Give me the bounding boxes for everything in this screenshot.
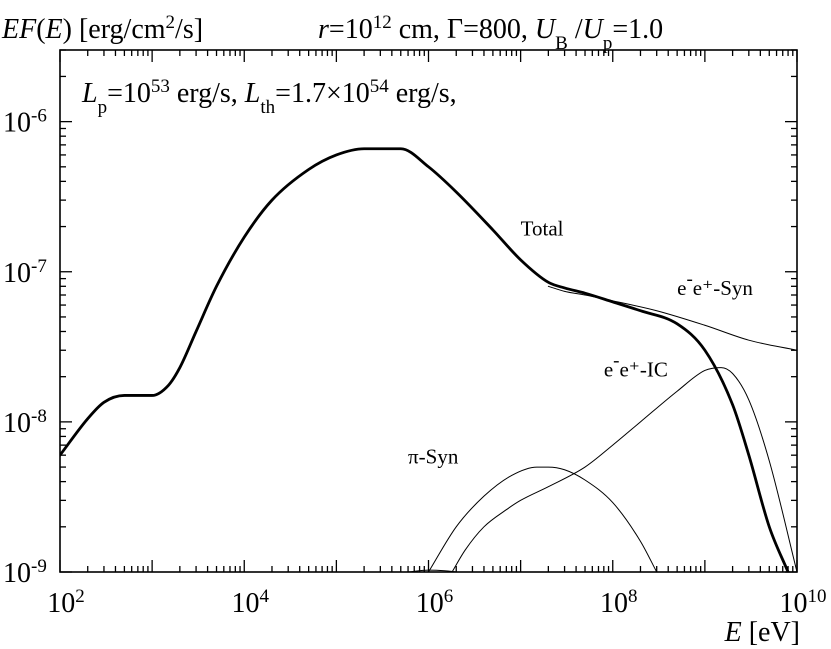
series-line-total: [60, 147, 790, 572]
series-layer: [60, 147, 797, 572]
axis-ticks: [59, 49, 798, 573]
axis-tick-labels: 102 104 106 108 1010 10-9 10-8 10-7 10-6: [3, 105, 827, 619]
series-line-syn: [428, 466, 658, 572]
plot-area: [59, 49, 798, 573]
tick-label: 10-8: [3, 405, 47, 439]
tick-label: 106: [416, 586, 454, 620]
series-label: π-Syn: [408, 444, 459, 468]
tick-label: 1010: [780, 586, 827, 620]
plot-frame: [59, 49, 798, 573]
series-label: Total: [521, 216, 564, 240]
tick-label: 10-9: [3, 556, 47, 590]
y-axis-label: EF(E) [erg/cm2/s]: [1, 12, 203, 46]
tick-label: 108: [600, 586, 638, 620]
luminosity-annotation: Lp=1053 erg/s, Lth=1.7×1054 erg/s,: [81, 76, 457, 118]
series-line-unlabeled: [407, 569, 457, 572]
x-axis-label: E [eV]: [724, 617, 800, 648]
series-label: e-e⁺-IC: [604, 350, 668, 382]
series-labels: Total e-e⁺-Syn e-e⁺-IC π-Syn: [408, 216, 753, 468]
tick-label: 10-7: [3, 255, 47, 289]
tick-label: 10-6: [3, 105, 47, 139]
tick-label: 102: [47, 586, 85, 620]
series-label: e-e⁺-Syn: [677, 269, 753, 301]
chart-parameters: r=1012 cm, Γ=800, UB /Up=1.0: [318, 12, 663, 54]
series-line-e-e-ic: [451, 367, 797, 572]
series-line-e-e-syn: [547, 285, 797, 351]
tick-label: 104: [232, 586, 270, 620]
